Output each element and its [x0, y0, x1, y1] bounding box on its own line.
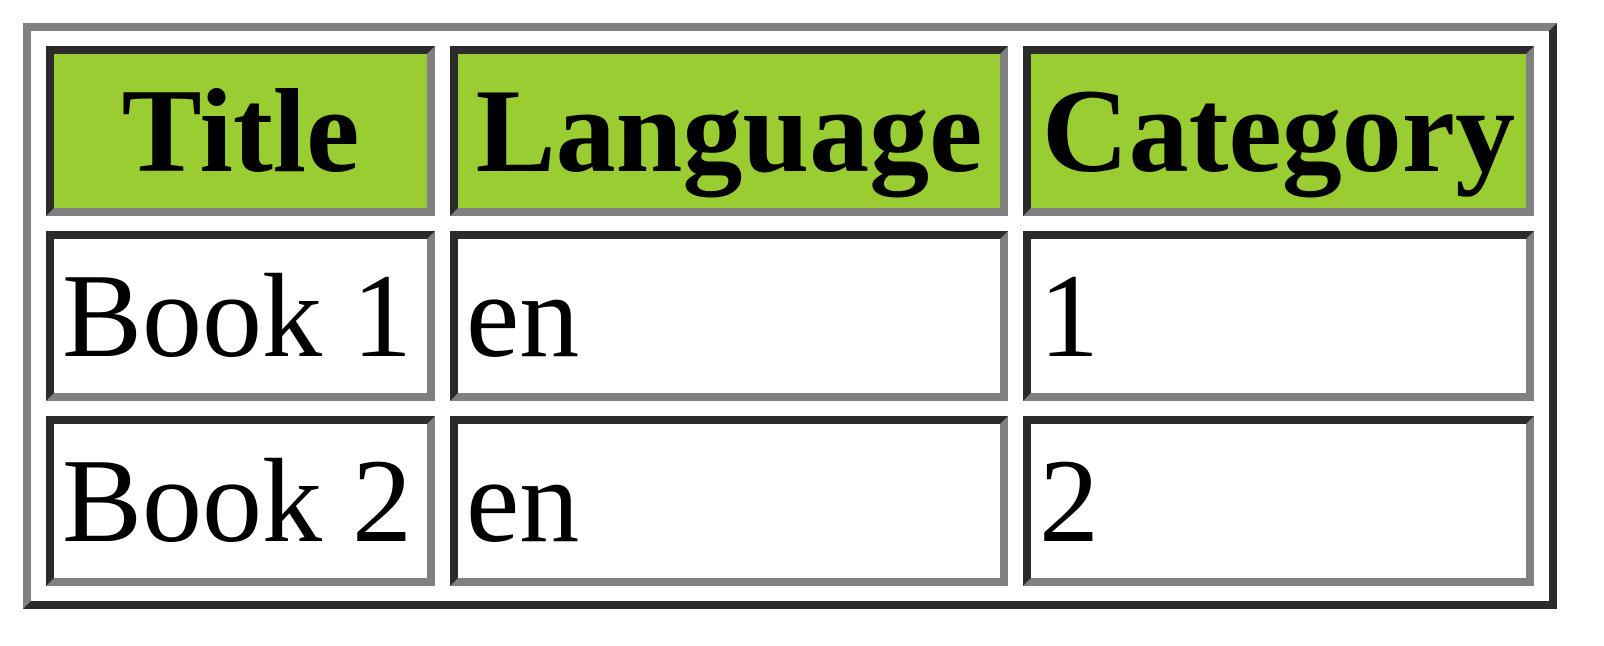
cell-book1-language: en — [450, 231, 1008, 401]
column-header-title: Title — [46, 46, 435, 216]
cell-book1-category: 1 — [1023, 231, 1534, 401]
column-header-language: Language — [450, 46, 1008, 216]
cell-book2-category: 2 — [1023, 416, 1534, 586]
cell-book1-title: Book 1 — [46, 231, 435, 401]
cell-book2-title: Book 2 — [46, 416, 435, 586]
table-row-book2: Book 2 en 2 — [46, 416, 1534, 586]
column-header-category: Category — [1023, 46, 1534, 216]
cell-book2-language: en — [450, 416, 1008, 586]
table-row-book1: Book 1 en 1 — [46, 231, 1534, 401]
header-row: Title Language Category — [46, 46, 1534, 216]
books-table: Title Language Category Book 1 en 1 Book… — [23, 23, 1557, 609]
